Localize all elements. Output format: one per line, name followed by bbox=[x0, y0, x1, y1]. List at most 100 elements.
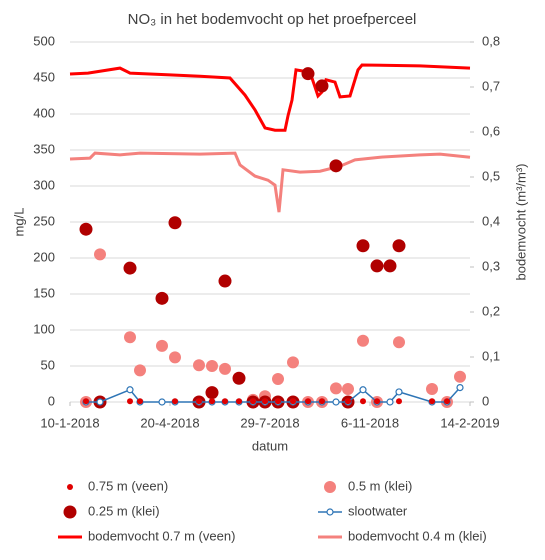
point bbox=[222, 398, 228, 405]
y2-tick-label: 0,7 bbox=[482, 78, 500, 93]
point bbox=[272, 372, 284, 385]
point bbox=[206, 360, 218, 372]
point bbox=[287, 356, 299, 369]
y-tick-label: 400 bbox=[33, 105, 55, 120]
point bbox=[395, 388, 403, 396]
y-tick-label: 100 bbox=[33, 321, 55, 336]
legend-label: slootwater bbox=[348, 503, 408, 518]
point bbox=[396, 398, 402, 405]
point bbox=[250, 398, 256, 405]
point bbox=[158, 398, 166, 406]
point bbox=[386, 398, 394, 406]
point bbox=[329, 159, 343, 173]
point bbox=[426, 383, 438, 396]
point bbox=[209, 398, 215, 405]
x-tick-label: 6-11-2018 bbox=[341, 415, 399, 430]
point bbox=[205, 386, 219, 400]
legend-marker bbox=[63, 505, 77, 519]
point bbox=[345, 398, 351, 405]
point bbox=[392, 239, 406, 253]
point bbox=[155, 291, 169, 305]
y-axis-label: mg/L bbox=[11, 208, 26, 237]
y2-tick-label: 0,6 bbox=[482, 123, 500, 138]
y-tick-label: 500 bbox=[33, 33, 55, 48]
legend-label: bodemvocht 0.4 m (klei) bbox=[348, 528, 487, 543]
y-tick-label: 250 bbox=[33, 213, 55, 228]
point bbox=[357, 334, 369, 347]
chart-title: NO₃ in het bodemvocht op het proefpercee… bbox=[128, 11, 417, 28]
point bbox=[456, 384, 464, 392]
point bbox=[290, 398, 296, 405]
point bbox=[172, 398, 178, 405]
series-line bbox=[69, 151, 471, 213]
y-tick-label: 300 bbox=[33, 177, 55, 192]
point bbox=[134, 364, 146, 377]
point bbox=[359, 386, 367, 394]
x-axis-label: datum bbox=[252, 438, 288, 453]
point bbox=[94, 248, 106, 261]
y2-tick-label: 0,4 bbox=[482, 213, 500, 228]
point bbox=[393, 336, 405, 349]
point bbox=[126, 386, 134, 394]
y-tick-label: 450 bbox=[33, 69, 55, 84]
y2-tick-label: 0,8 bbox=[482, 33, 500, 48]
point bbox=[383, 259, 397, 273]
y2-tick-label: 0,3 bbox=[482, 258, 500, 273]
point bbox=[196, 398, 202, 405]
point bbox=[374, 398, 380, 405]
point bbox=[193, 359, 205, 372]
y-tick-label: 0 bbox=[48, 393, 55, 408]
x-tick-label: 29-7-2018 bbox=[240, 415, 299, 430]
point bbox=[79, 222, 93, 236]
legend-label: bodemvocht 0.7 m (veen) bbox=[88, 528, 235, 543]
point bbox=[454, 370, 466, 383]
point bbox=[219, 362, 231, 375]
point bbox=[370, 259, 384, 273]
x-tick-label: 20-4-2018 bbox=[140, 415, 199, 430]
y2-tick-label: 0,1 bbox=[482, 348, 500, 363]
point bbox=[429, 398, 435, 405]
point bbox=[124, 331, 136, 344]
y2-tick-label: 0,2 bbox=[482, 303, 500, 318]
point bbox=[305, 398, 311, 405]
y-tick-label: 350 bbox=[33, 141, 55, 156]
x-tick-label: 14-2-2019 bbox=[440, 415, 499, 430]
point bbox=[301, 67, 315, 81]
point bbox=[315, 79, 329, 93]
point bbox=[96, 398, 104, 406]
legend-marker bbox=[326, 508, 334, 516]
legend-marker bbox=[324, 481, 336, 493]
legend-label: 0.5 m (klei) bbox=[348, 478, 412, 493]
y-tick-label: 50 bbox=[41, 357, 55, 372]
point bbox=[137, 398, 143, 405]
point bbox=[218, 274, 232, 288]
legend-marker bbox=[67, 484, 73, 490]
point bbox=[127, 398, 133, 405]
series-line bbox=[69, 63, 471, 132]
legend-label: 0.25 m (klei) bbox=[88, 503, 160, 518]
point bbox=[236, 398, 242, 405]
x-tick-label: 10-1-2018 bbox=[40, 415, 99, 430]
point bbox=[319, 398, 325, 405]
y2-axis-label: bodemvocht (m³/m³) bbox=[513, 163, 528, 280]
y-tick-label: 150 bbox=[33, 285, 55, 300]
y-tick-label: 200 bbox=[33, 249, 55, 264]
point bbox=[123, 261, 137, 275]
point bbox=[262, 398, 268, 405]
point bbox=[342, 383, 354, 396]
y2-tick-label: 0 bbox=[482, 393, 489, 408]
point bbox=[169, 351, 181, 364]
y2-tick-label: 0,5 bbox=[482, 168, 500, 183]
point bbox=[232, 371, 246, 385]
point bbox=[275, 398, 281, 405]
point bbox=[360, 398, 366, 405]
point bbox=[332, 398, 340, 406]
point bbox=[156, 339, 168, 352]
point bbox=[168, 216, 182, 230]
point bbox=[444, 398, 450, 405]
point bbox=[83, 398, 89, 405]
point bbox=[356, 239, 370, 253]
point bbox=[330, 382, 342, 395]
legend-label: 0.75 m (veen) bbox=[88, 478, 168, 493]
